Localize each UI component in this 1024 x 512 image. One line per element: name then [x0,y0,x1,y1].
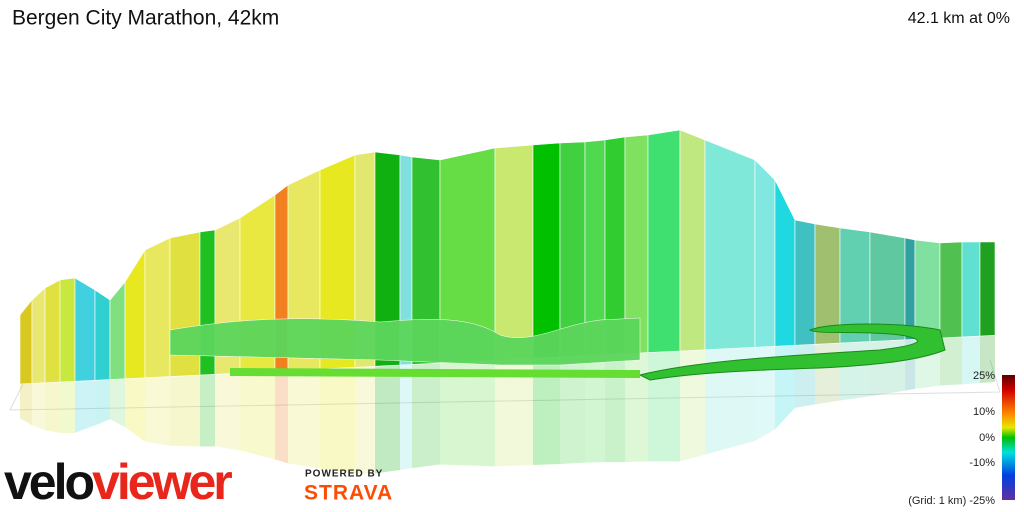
profile-segment [109,281,126,380]
reflection-segment [962,336,980,385]
reflection-segment [705,347,755,455]
profile-segment [679,129,706,352]
reflection-segment [45,382,60,433]
scale-label: 0% [979,432,995,444]
reflection-segment [940,336,962,386]
reflection-segment [440,360,495,467]
profile-segment [44,279,61,384]
reflection-segment [95,379,110,426]
route-loop [169,317,946,381]
reflection-segment [400,364,412,470]
ground-grid [9,359,1001,411]
reflection-segment [840,341,870,401]
reflection-segment [145,376,170,446]
profile-segment [494,144,534,361]
reflection-segment [240,371,275,460]
profile-segment [774,179,796,347]
reflection-segment [200,374,215,447]
reflection-segment [355,366,375,474]
profile-segment [647,129,681,353]
profile-segment [979,241,996,337]
profile-segment [19,299,33,385]
reflection-segment [288,369,320,469]
reflection-segment [980,335,995,383]
profile-segment [961,241,981,338]
scale-label: 25% [973,370,995,382]
reflection-segment [795,344,815,408]
logo: veloviewer [4,454,232,510]
profile-segment [532,142,561,359]
profile-segment [144,237,171,379]
reflection-segment [495,358,533,467]
logo-part: viewer [92,454,232,510]
reflection-segment [170,375,200,447]
reflection-segment [75,380,95,433]
reflection-segment [320,367,355,474]
scale-label: 10% [973,406,995,418]
profile-segment [74,277,96,382]
profile-segment [31,287,46,384]
logo-part: velo [4,454,94,510]
reflection-segment [585,354,605,463]
elevation-profile [19,129,996,385]
reflection-segment [110,378,125,428]
reflection-segment [32,382,45,431]
partner-logo: STRAVA [304,482,393,505]
profile-segment [914,239,941,340]
reflection-segment [533,357,560,466]
reflection-segment [815,343,840,405]
reflection-segment [560,355,585,464]
reflection-segment [20,383,32,426]
title: Bergen City Marathon, 42km [12,7,279,30]
profile-segment [704,139,756,351]
reflection-segment [60,381,75,433]
reflection-segment [680,349,705,462]
stat: 42.1 km at 0% [908,10,1010,27]
color-scale [1002,375,1015,500]
reflection-segment [375,365,400,474]
profile-segment [904,237,916,341]
reflection-segment [625,352,648,463]
profile-segment [754,159,776,348]
profile-segment [794,219,816,346]
reflection-segment [275,370,288,464]
profile-segment [939,241,963,339]
scale-label: -10% [969,457,995,469]
reflection-segment [605,353,625,463]
profile-segment [59,277,76,383]
reflection-segment [412,363,440,469]
powered-by: POWERED BY [305,469,383,480]
profile-segment [94,289,111,381]
reflection-segment [215,373,240,451]
reflection-segment [125,377,145,442]
scale-label: (Grid: 1 km) -25% [908,495,995,507]
profile-segment [124,248,146,380]
